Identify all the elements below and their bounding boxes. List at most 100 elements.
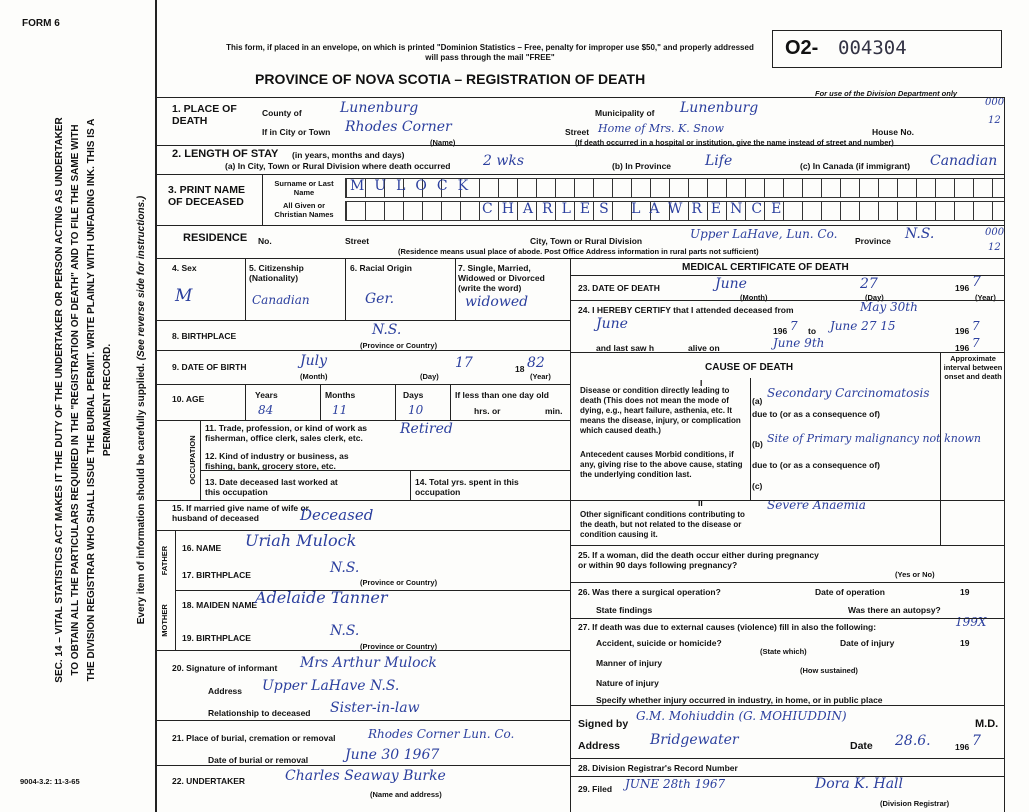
label: 26. Was there a surgical operation? bbox=[578, 587, 721, 597]
entry: JUNE 28th 1967 bbox=[625, 777, 726, 791]
entry: Sister-in-law bbox=[330, 700, 420, 716]
label: County of bbox=[262, 108, 302, 118]
label: 21. Place of burial, cremation or remova… bbox=[172, 733, 336, 743]
form-rule bbox=[450, 384, 451, 420]
form-rule bbox=[155, 350, 570, 351]
label: City, Town or Rural Division bbox=[530, 236, 643, 246]
entry: 7 bbox=[790, 319, 798, 333]
form-rule bbox=[155, 97, 1005, 98]
entry: Deceased bbox=[300, 506, 374, 524]
label: hrs. or bbox=[474, 406, 501, 416]
hint: (Province or Country) bbox=[360, 341, 438, 350]
label: Province bbox=[855, 236, 891, 246]
form-number: FORM 6 bbox=[22, 18, 60, 29]
hint: (Province or Country) bbox=[360, 578, 438, 587]
label: Date of injury bbox=[840, 638, 895, 648]
label: 9. DATE OF BIRTH bbox=[172, 362, 247, 372]
entry: 2 wks bbox=[483, 153, 525, 169]
label: Date of burial or removal bbox=[208, 755, 309, 765]
label: 5. Citizenship (Nationality) bbox=[249, 263, 304, 283]
form-rule bbox=[570, 500, 1004, 501]
section-label: FATHER bbox=[160, 545, 169, 576]
label: 29. Filed bbox=[578, 784, 613, 794]
entry: June bbox=[596, 316, 628, 332]
margin-code: 000 bbox=[985, 227, 1005, 238]
label: 196 bbox=[955, 742, 970, 752]
margin-code: 000 bbox=[985, 97, 1005, 108]
serial-prefix: O2- bbox=[785, 37, 819, 59]
entry: June 27 15 bbox=[830, 319, 896, 333]
form-rule bbox=[570, 705, 1004, 706]
label: RESIDENCE bbox=[183, 232, 248, 244]
label: II bbox=[698, 498, 703, 508]
mail-notice: This form, if placed in an envelope, on … bbox=[226, 43, 754, 62]
entry: Secondary Carcinomatosis bbox=[767, 386, 930, 400]
form-rule bbox=[155, 384, 570, 385]
label: Street bbox=[565, 127, 590, 137]
section-title: CAUSE OF DEATH bbox=[705, 362, 794, 373]
entry: 10 bbox=[408, 403, 424, 417]
hint: (Division Registrar) bbox=[880, 799, 950, 808]
form-rule bbox=[570, 618, 1004, 619]
entry: Dora K. Hall bbox=[815, 776, 904, 792]
label: 19 bbox=[960, 638, 970, 648]
label: (a) In City, Town or Rural Division wher… bbox=[225, 161, 451, 171]
form-rule bbox=[455, 258, 456, 320]
label: 4. Sex bbox=[172, 263, 197, 273]
entry: Home of Mrs. K. Snow bbox=[598, 122, 724, 135]
label: State findings bbox=[596, 605, 653, 615]
label: 7. Single, Married, Widowed or Divorced … bbox=[458, 263, 545, 293]
label: 12. Kind of industry or business, as fis… bbox=[205, 451, 349, 471]
label: Accident, suicide or homicide? bbox=[596, 638, 722, 648]
entry: 7 bbox=[972, 733, 981, 749]
entry: Mrs Arthur Mulock bbox=[300, 655, 437, 671]
label: Signed by bbox=[578, 718, 629, 730]
form-rule bbox=[155, 0, 157, 812]
entry: 7 bbox=[972, 274, 981, 290]
label: Disease or condition directly leading to… bbox=[580, 386, 741, 435]
label: All Given or Christian Names bbox=[274, 201, 334, 219]
label: alive on bbox=[688, 343, 720, 353]
entry: June 9th bbox=[773, 336, 825, 350]
label: 6. Racial Origin bbox=[350, 263, 412, 273]
statute-note: SEC. 14 – VITAL STATISTICS ACT MAKES IT … bbox=[54, 117, 113, 683]
label: 16. NAME bbox=[182, 543, 222, 553]
hint: (Province or Country) bbox=[360, 642, 438, 651]
hint: (Name) bbox=[430, 138, 456, 147]
entry: Lunenburg bbox=[340, 100, 419, 116]
entry: N.S. bbox=[372, 322, 402, 338]
label: Date bbox=[850, 740, 873, 752]
label: Date of operation bbox=[815, 587, 885, 597]
label: to bbox=[808, 326, 817, 336]
label: due to (or as a consequence of) bbox=[752, 460, 880, 470]
label: 27. If death was due to external causes … bbox=[578, 622, 877, 632]
entry: May 30th bbox=[860, 300, 918, 314]
form-rule bbox=[155, 174, 1005, 175]
entry: 199X bbox=[955, 615, 987, 629]
label: Relationship to deceased bbox=[208, 708, 311, 718]
entry: Adelaide Tanner bbox=[255, 588, 388, 607]
label: 23. DATE OF DEATH bbox=[578, 283, 660, 293]
label: and last saw h bbox=[596, 343, 655, 353]
entry: Life bbox=[705, 153, 733, 169]
instruction-note: Every item of information should be care… bbox=[136, 125, 150, 695]
label: 196 bbox=[955, 283, 970, 293]
entry: M bbox=[175, 286, 193, 306]
label: Municipality of bbox=[595, 108, 655, 118]
hint: (How sustained) bbox=[800, 666, 858, 675]
hint: (If death occurred in a hospital or inst… bbox=[575, 138, 894, 147]
entry: 28.6. bbox=[895, 733, 931, 749]
label: M.D. bbox=[975, 718, 999, 730]
hint: (Year) bbox=[975, 293, 996, 302]
instruction: Every item of information should be care… bbox=[136, 363, 147, 625]
margin-code: 12 bbox=[988, 115, 1001, 126]
form-rule bbox=[155, 765, 570, 766]
label: 19. BIRTHPLACE bbox=[182, 633, 251, 643]
entry: June bbox=[715, 276, 747, 292]
serial-number: 004304 bbox=[838, 37, 907, 59]
label: 11. Trade, profession, or kind of work a… bbox=[205, 423, 368, 443]
form-rule bbox=[320, 384, 321, 420]
entry: N.S. bbox=[330, 560, 360, 576]
label: Approximate interval between onset and d… bbox=[943, 354, 1003, 381]
label: 196 bbox=[955, 326, 970, 336]
